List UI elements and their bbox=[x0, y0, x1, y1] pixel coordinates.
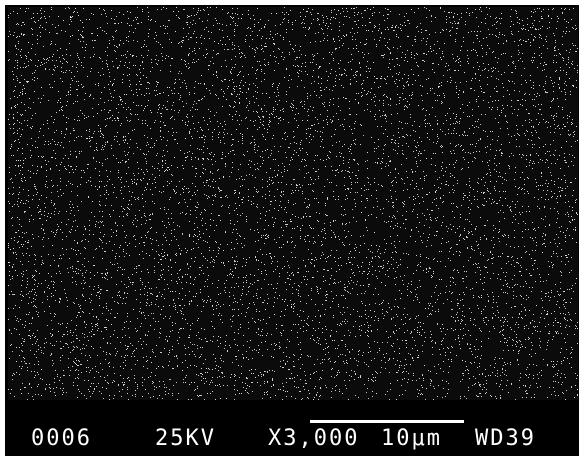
sem-micrograph: 0006 25KV X3,000 10μm WD39 bbox=[5, 5, 579, 456]
sem-data-bar: 0006 25KV X3,000 10μm WD39 bbox=[5, 401, 579, 456]
scale-bar bbox=[310, 420, 464, 423]
accelerating-voltage: 25KV bbox=[155, 426, 216, 451]
working-distance: WD39 bbox=[475, 426, 536, 451]
magnification: X3,000 bbox=[268, 426, 360, 451]
frame-number: 0006 bbox=[31, 426, 92, 451]
speckle-texture bbox=[8, 7, 578, 400]
sem-image-field bbox=[8, 7, 578, 400]
scale-bar-label: 10μm bbox=[381, 426, 442, 451]
